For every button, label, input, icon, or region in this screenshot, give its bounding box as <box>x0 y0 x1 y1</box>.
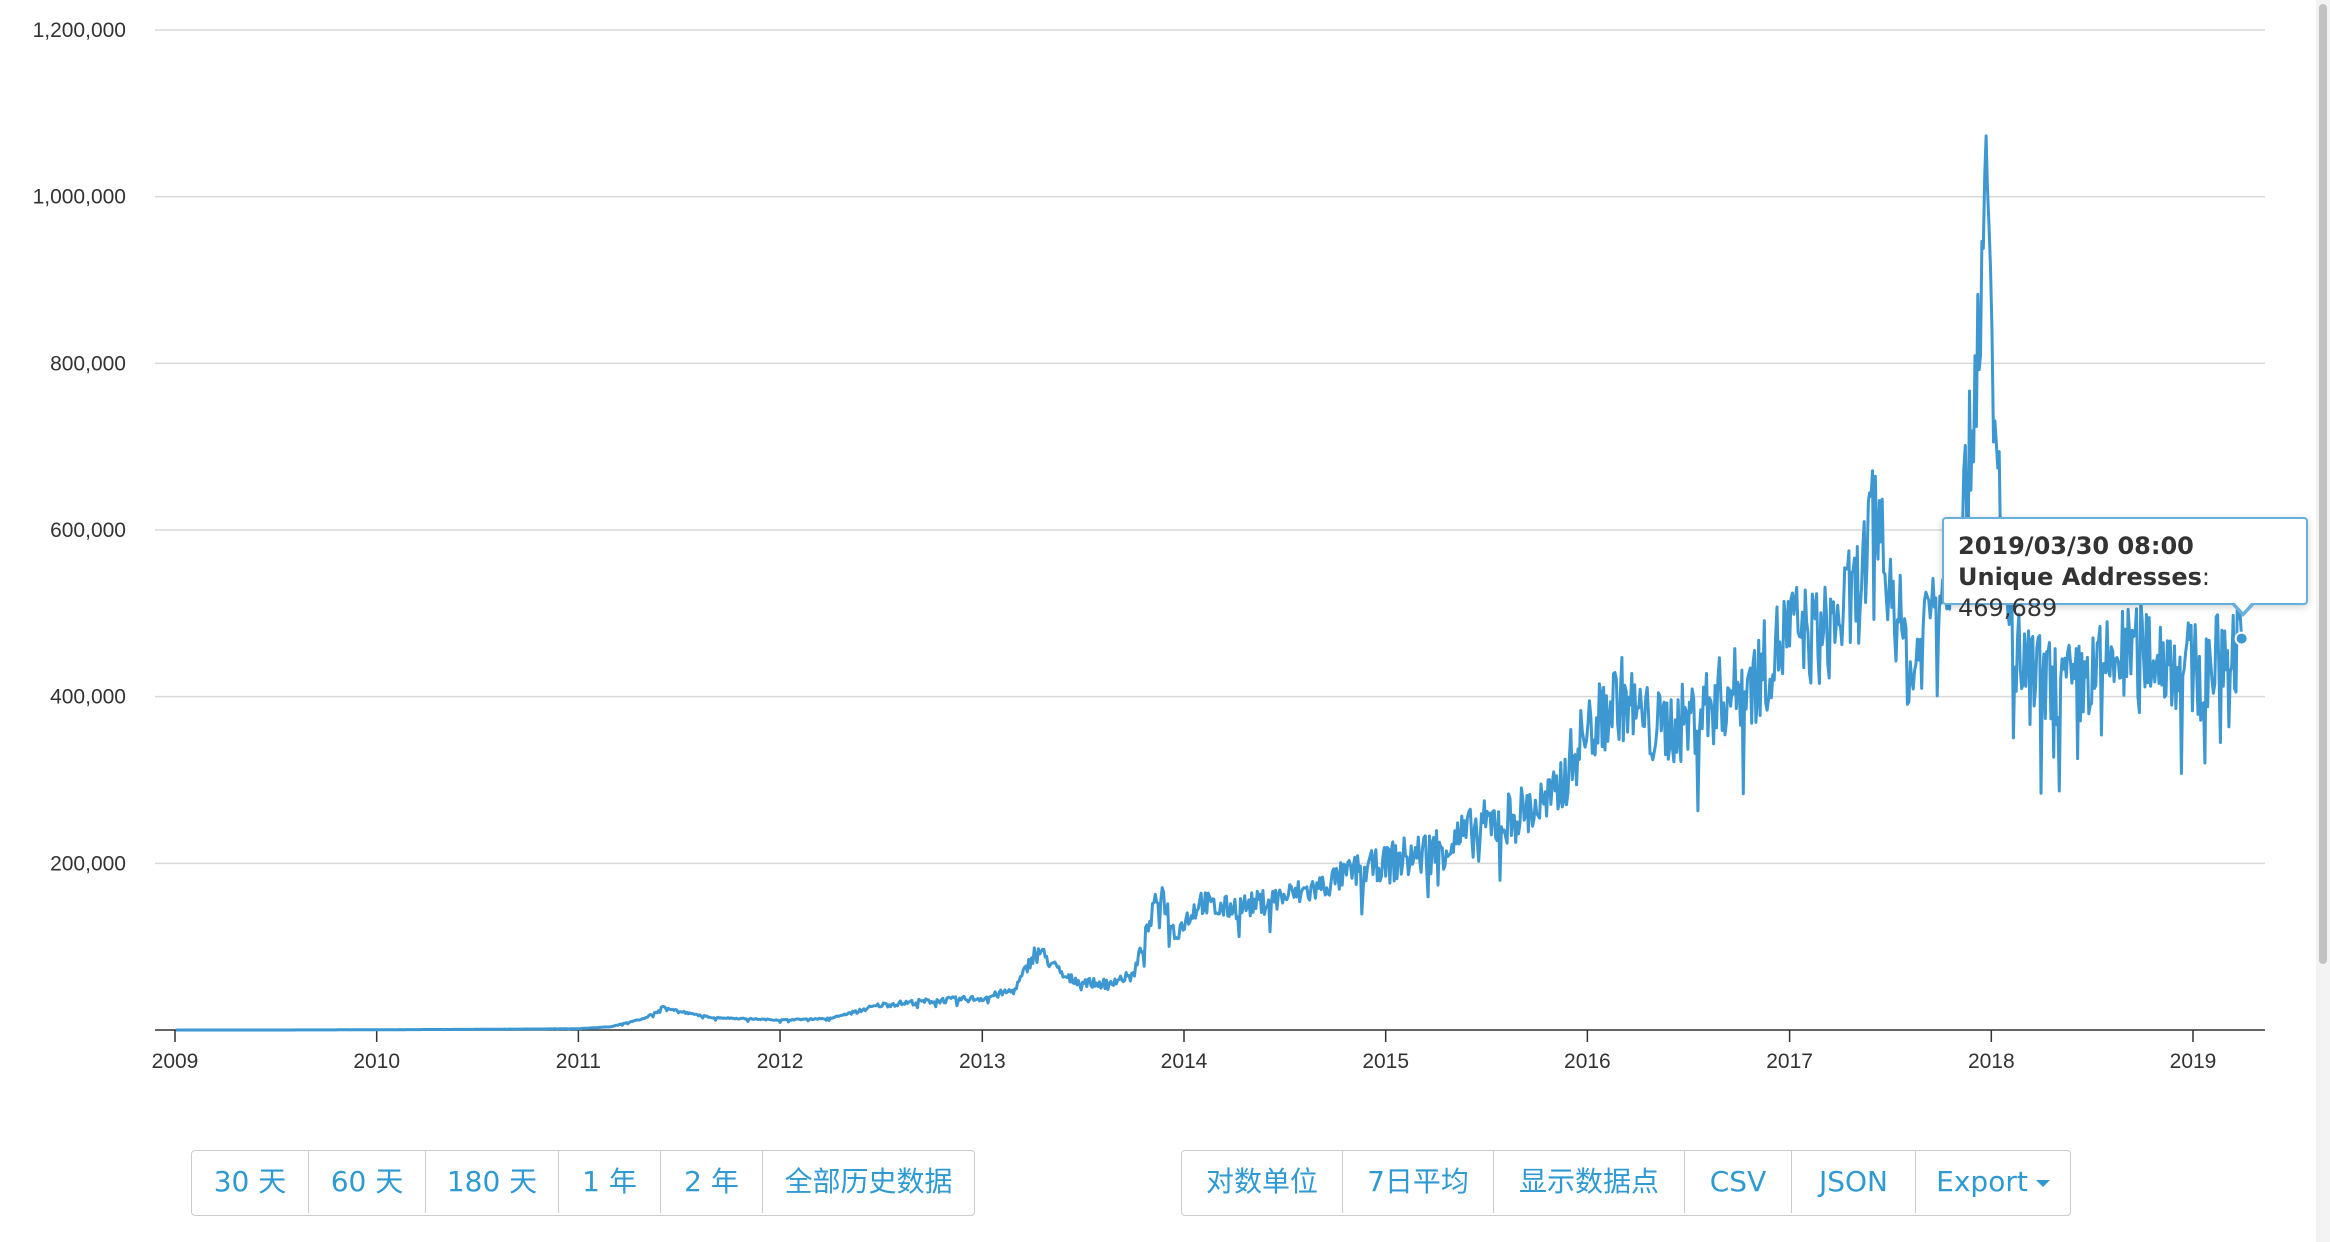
tooltip-arrow-fill <box>2233 601 2253 612</box>
x-tick-label: 2018 <box>1968 1050 2015 1073</box>
range-all-history-button[interactable]: 全部历史数据 <box>784 1165 953 1198</box>
y-tick-label: 200,000 <box>50 852 126 875</box>
seven-day-average-button[interactable]: 7日平均 <box>1343 1151 1494 1213</box>
x-tick-label: 2016 <box>1564 1050 1611 1073</box>
range-1-year-button[interactable]: 1 年 <box>559 1151 661 1213</box>
range-2-years-button[interactable]: 2 年 <box>661 1151 763 1213</box>
data-tooltip: 2019/03/30 08:00 Unique Addresses: 469,6… <box>1942 517 2308 622</box>
gridlines <box>155 29 2265 865</box>
x-tick-label: 2010 <box>353 1050 400 1073</box>
y-tick-label: 600,000 <box>50 519 126 542</box>
x-tick-label: 2017 <box>1766 1050 1813 1073</box>
x-tick-label: 2015 <box>1362 1050 1409 1073</box>
tooltip-series-label: Unique Addresses <box>1958 563 2202 591</box>
export-button[interactable]: Export <box>1916 1151 2070 1213</box>
range-30-days-button[interactable]: 30 天 <box>192 1151 309 1213</box>
line-chart: 200,000 400,000 600,000 800,000 1,000,000 1,2… <box>33 19 2265 1073</box>
y-tick-label: 1,200,000 <box>33 19 126 42</box>
series-line-unique-addresses[interactable] <box>176 134 2244 1032</box>
show-data-points-button[interactable]: 显示数据点 <box>1494 1151 1685 1213</box>
y-tick-label: 800,000 <box>50 352 126 375</box>
tooltip-row: Unique Addresses: 469,689 <box>1958 563 2210 622</box>
range-60-days-button[interactable]: 60 天 <box>309 1151 426 1213</box>
x-tick-label: 2014 <box>1161 1050 1208 1073</box>
scrollbar-thumb[interactable] <box>2319 4 2327 964</box>
tooltip-value: 469,689 <box>1958 594 2058 622</box>
chart-tools-button-group: 对数单位 7日平均 显示数据点 CSV JSON Export <box>1181 1150 2071 1216</box>
y-axis-ticks: 200,000 400,000 600,000 800,000 1,000,000 1,2… <box>33 19 126 875</box>
x-tick-label: 2012 <box>757 1050 804 1073</box>
csv-button[interactable]: CSV <box>1685 1151 1792 1213</box>
y-tick-label: 400,000 <box>50 686 126 709</box>
log-scale-button[interactable]: 对数单位 <box>1182 1151 1343 1213</box>
x-tick-label: 2011 <box>556 1050 601 1073</box>
hover-point <box>2234 631 2249 646</box>
caret-down-icon <box>2035 1179 2050 1187</box>
range-180-days-button[interactable]: 180 天 <box>426 1151 559 1213</box>
json-button[interactable]: JSON <box>1792 1151 1916 1213</box>
time-range-button-group: 30 天 60 天 180 天 1 年 2 年 全部历史数据 <box>191 1150 975 1216</box>
tooltip-date: 2019/03/30 08:00 <box>1958 532 2194 560</box>
x-axis-ticks: 2009 2010 2011 2012 2013 2014 2015 2016 2017 2018… <box>152 1030 2217 1073</box>
export-label: Export <box>1936 1165 2028 1198</box>
x-tick-label: 2013 <box>959 1050 1006 1073</box>
x-tick-label: 2009 <box>152 1050 199 1073</box>
y-tick-label: 1,000,000 <box>33 186 126 209</box>
x-tick-label: 2019 <box>2170 1050 2217 1073</box>
